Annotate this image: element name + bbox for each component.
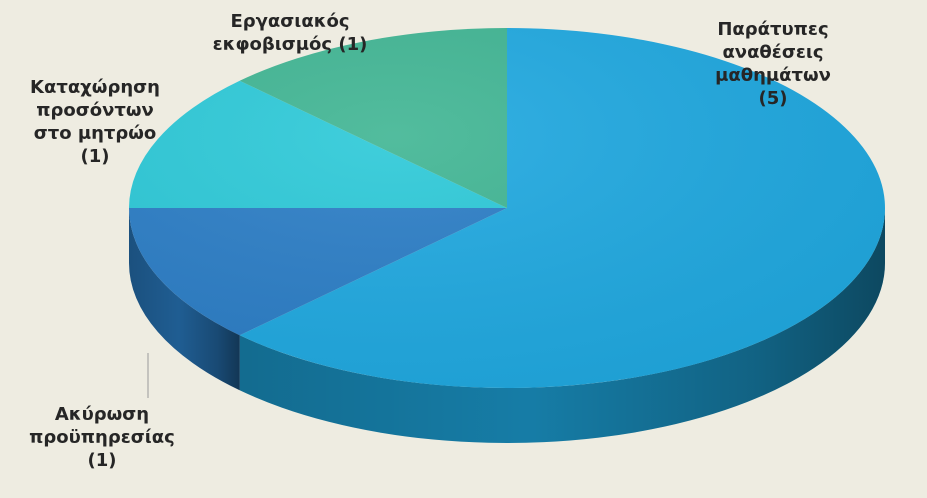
slice-label-2-line-0: Καταχώρηση (30, 77, 160, 98)
slice-label-0-line-1: αναθέσεις (722, 42, 824, 63)
slice-label-3-line-0: Εργασιακός (230, 11, 350, 32)
pie-side-shade-1 (129, 208, 240, 391)
slice-label-1-line-1: προϋπηρεσίας (29, 427, 175, 448)
pie-sides (129, 208, 886, 444)
slice-label-2-line-2: στο μητρώο (33, 123, 157, 144)
pie-tops (129, 28, 885, 388)
slice-label-0-line-2: μαθημάτων (715, 65, 831, 86)
slice-label-0-line-0: Παράτυπες (717, 19, 829, 40)
slice-label-0-line-3: (5) (758, 88, 788, 109)
pie-side-shade-0 (239, 208, 886, 444)
slice-label-1: Ακύρωση προϋπηρεσίας (1) (7, 403, 197, 472)
slice-label-3: Εργασιακός εκφοβισμός (1) (190, 10, 390, 56)
slice-label-2-line-3: (1) (80, 146, 110, 167)
slice-label-2: Καταχώρηση προσόντων στο μητρώο (1) (5, 76, 185, 168)
slice-label-2-line-1: προσόντων (36, 100, 154, 121)
slice-label-3-line-1: εκφοβισμός (1) (212, 34, 368, 55)
slice-label-1-line-2: (1) (87, 450, 117, 471)
slice-label-0: Παράτυπες αναθέσεις μαθημάτων (5) (693, 18, 853, 110)
pie-top-gloss (129, 28, 885, 388)
slice-label-1-line-0: Ακύρωση (54, 404, 150, 425)
